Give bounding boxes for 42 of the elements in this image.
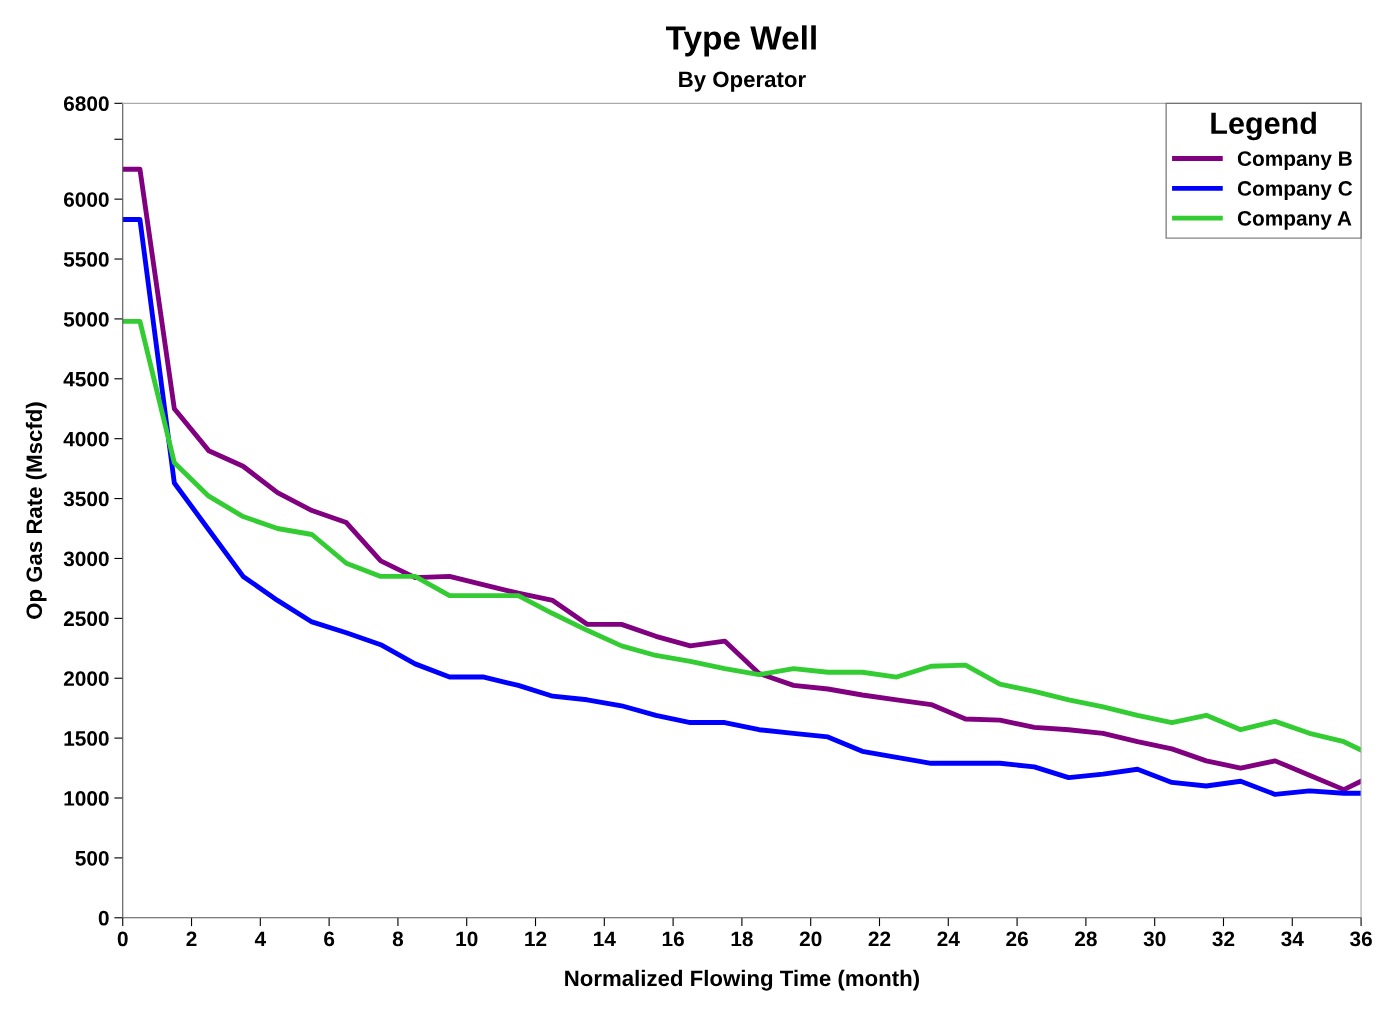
- x-tick-label: 36: [1349, 931, 1372, 947]
- x-tick-label: 8: [392, 931, 404, 947]
- y-tick-label: 2000: [63, 671, 109, 686]
- x-tick-label: 30: [1143, 931, 1166, 947]
- x-tick-label: 24: [937, 931, 960, 947]
- legend-title: Legend: [1211, 111, 1316, 141]
- x-tick-label: 18: [731, 931, 753, 947]
- x-tick-label: 22: [868, 931, 891, 947]
- y-tick-label: 3000: [63, 551, 109, 567]
- chart-subtitle: By Operator: [679, 71, 806, 92]
- x-tick-label: 16: [662, 931, 684, 947]
- y-tick-label: 1500: [64, 731, 109, 746]
- x-tick-label: 2: [186, 931, 197, 947]
- y-tick-label: 1000: [64, 791, 109, 806]
- y-tick-label: 6800: [63, 96, 109, 112]
- x-tick-label: 0: [117, 931, 128, 947]
- x-tick-label: 4: [254, 931, 267, 947]
- x-tick-label: 26: [1006, 931, 1028, 947]
- x-tick-label: 10: [456, 931, 478, 947]
- x-tick-label: 20: [799, 931, 822, 947]
- y-tick-label: 2500: [63, 611, 109, 627]
- x-tick-label: 6: [324, 931, 335, 947]
- legend-label: Company C: [1237, 181, 1353, 200]
- x-tick-label: 34: [1281, 931, 1304, 947]
- line-series: [122, 318, 1362, 753]
- y-tick-label: 6000: [63, 192, 109, 207]
- y-tick-label: 500: [75, 850, 109, 866]
- y-tick-label: 4500: [63, 371, 109, 387]
- y-tick-label: 5500: [63, 252, 109, 267]
- x-tick-label: 32: [1212, 931, 1235, 947]
- y-tick-label: 4000: [63, 431, 109, 447]
- legend-label: Company B: [1237, 151, 1352, 171]
- x-tick-label: 14: [594, 931, 616, 947]
- y-tick-label: 5000: [63, 311, 109, 327]
- x-tick-label: 28: [1075, 931, 1097, 947]
- y-tick-label: 0: [98, 910, 109, 926]
- x-axis-title: Normalized Flowing Time (month): [565, 969, 919, 991]
- chart-title: Type Well: [666, 25, 816, 57]
- x-tick-label: 12: [525, 931, 547, 947]
- legend-label: Company A: [1237, 210, 1352, 230]
- y-tick-label: 3500: [63, 491, 109, 507]
- y-axis-title: Op Gas Rate (Mscfd): [25, 402, 47, 619]
